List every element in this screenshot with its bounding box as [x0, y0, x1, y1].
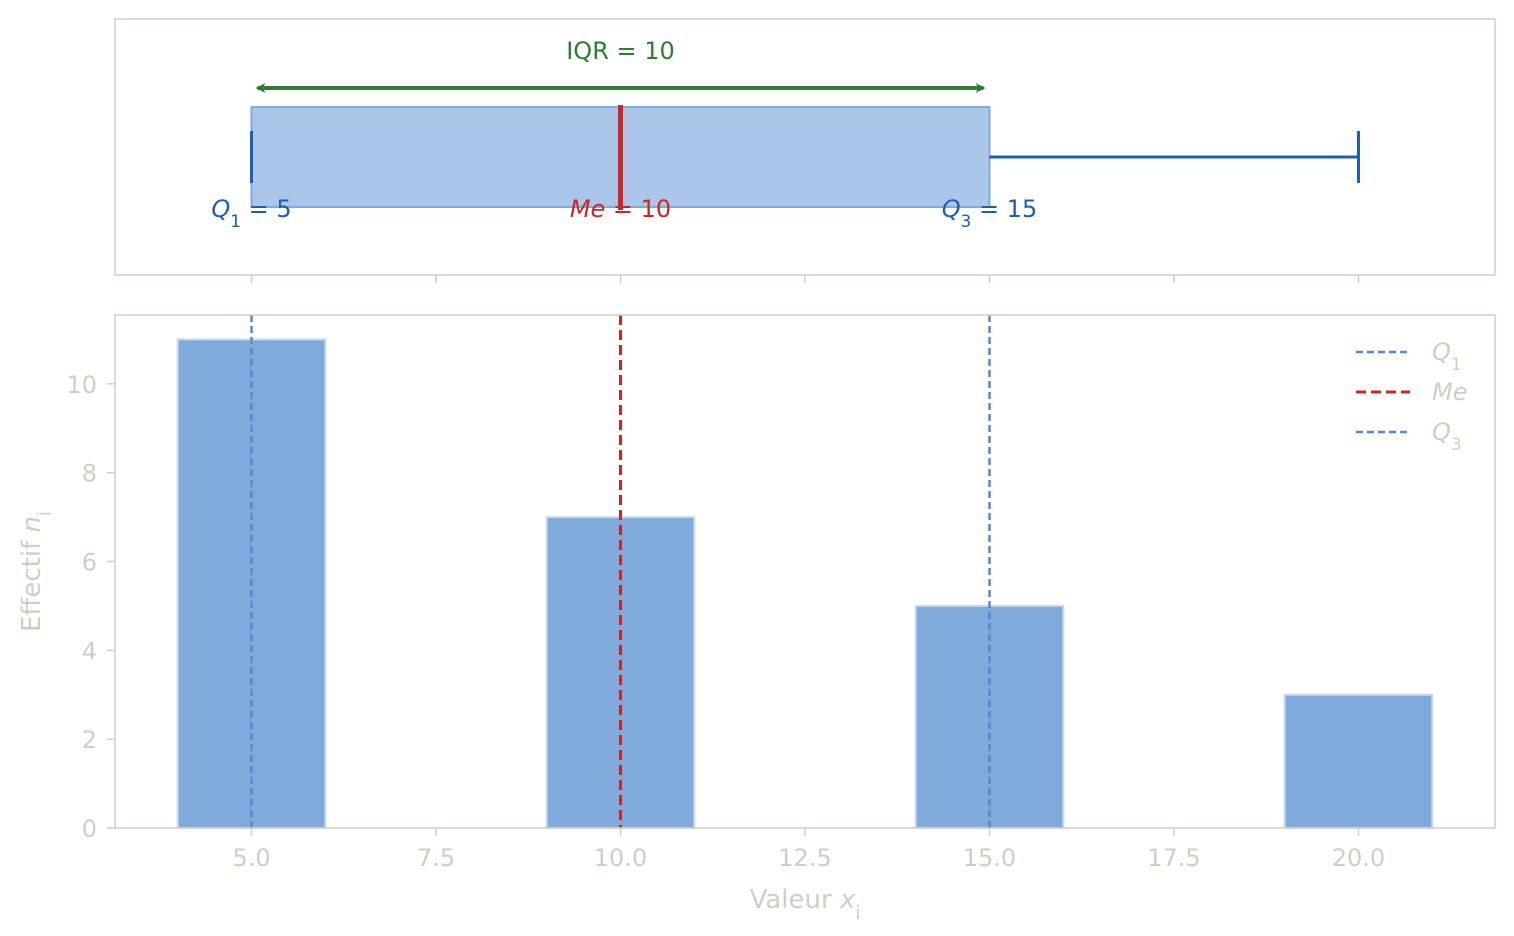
median-label: Me = 10 [570, 195, 671, 223]
bar-chart-panel: 5.0 7.5 10.0 12.5 15.0 17.5 20.0 0 2 4 6 8 10 Valeu… [17, 314, 1496, 924]
bar-3 [1283, 693, 1434, 829]
y-axis-label: Effectif ni [17, 511, 56, 632]
boxplot-panel: IQR = 10 Q1 = 5 Me = 10 Q3 = 15 [114, 18, 1496, 283]
quantile-lines [250, 315, 991, 828]
legend: Q1 Me Q3 [1356, 338, 1467, 454]
x-tick-label-4: 15.0 [963, 844, 1016, 872]
x-axis-ticks: 5.0 7.5 10.0 12.5 15.0 17.5 20.0 [232, 828, 1385, 872]
x-tick-label-6: 20.0 [1332, 844, 1385, 872]
bar-series [176, 338, 1434, 829]
legend-label-1: Me [1432, 378, 1467, 406]
y-tick-label-2: 4 [82, 637, 97, 665]
legend-label-0: Q1 [1432, 338, 1462, 374]
q3-label: Q3 = 15 [942, 195, 1037, 231]
x-tick-label-1: 7.5 [417, 844, 455, 872]
q1-label: Q1 = 5 [211, 195, 291, 231]
x-tick-label-5: 17.5 [1147, 844, 1200, 872]
y-tick-label-5: 10 [66, 371, 97, 399]
x-tick-label-2: 10.0 [594, 844, 647, 872]
x-tick-label-3: 12.5 [778, 844, 831, 872]
y-tick-label-1: 2 [82, 726, 97, 754]
x-axis-label: Valeur xi [750, 885, 861, 924]
y-tick-label-4: 8 [82, 460, 97, 488]
legend-label-2: Q3 [1432, 418, 1462, 454]
iqr-label: IQR = 10 [566, 37, 675, 65]
x-tick-label-0: 5.0 [232, 844, 270, 872]
boxplot-content: IQR = 10 Q1 = 5 Me = 10 Q3 = 15 [211, 37, 1360, 283]
y-tick-label-3: 6 [82, 549, 97, 577]
y-tick-label-0: 0 [82, 815, 97, 843]
y-axis-ticks: 0 2 4 6 8 10 [66, 371, 115, 843]
